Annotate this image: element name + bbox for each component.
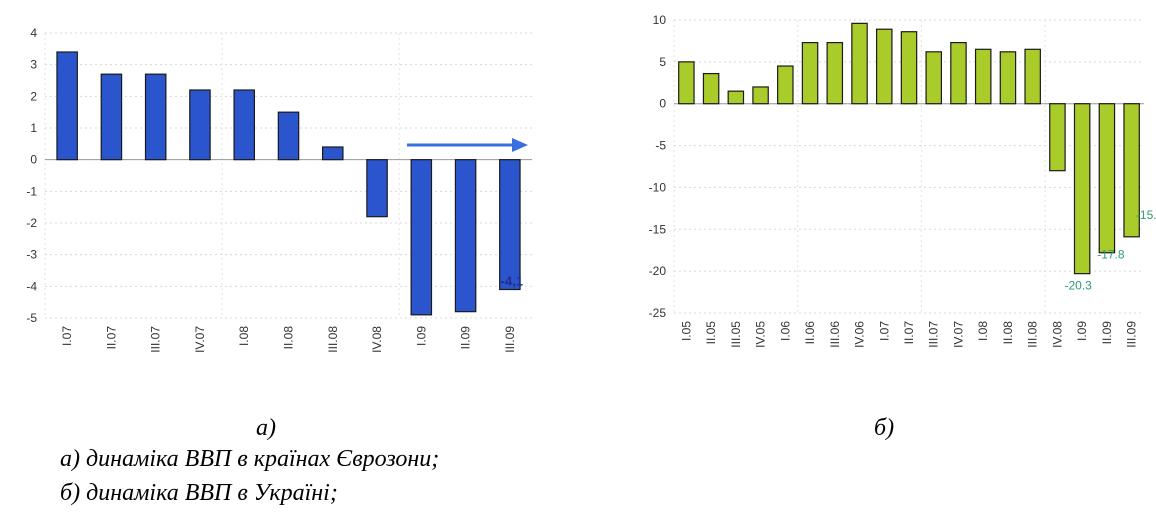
bar-I.07 <box>875 28 893 105</box>
x-tick-label: IV.08 <box>370 326 384 353</box>
chart-b-grid <box>673 19 1144 314</box>
chart-a-y-axis: 4 3 2 1 0 -1 -2 -3 -4 -5 <box>26 26 37 325</box>
bar-I.06 <box>777 65 794 105</box>
y-tick-label: 0 <box>30 153 37 167</box>
y-tick-label: -1 <box>26 184 37 198</box>
chart-b-bars <box>678 22 1140 275</box>
x-tick-label: II.05 <box>704 321 718 345</box>
y-tick-label: 10 <box>653 13 667 27</box>
bar-II.09 <box>454 159 477 313</box>
y-tick-label: -25 <box>649 306 667 320</box>
y-tick-label: 1 <box>30 121 37 135</box>
x-tick-label: III.07 <box>149 326 163 353</box>
y-tick-label: -2 <box>26 216 37 230</box>
x-tick-label: II.06 <box>803 321 817 345</box>
y-tick-label: 2 <box>30 89 37 103</box>
x-tick-label: I.07 <box>877 321 891 341</box>
trend-arrow <box>407 138 528 152</box>
bar-III.06 <box>826 42 844 105</box>
chart-a-label: а) <box>256 415 276 441</box>
bar-III.05 <box>727 90 745 105</box>
bar-I.09 <box>1073 103 1091 275</box>
x-tick-label: IV.08 <box>1050 321 1064 348</box>
y-tick-label: 0 <box>659 97 666 111</box>
bar-III.07 <box>925 51 943 105</box>
chart-a-annotations: -4,1 <box>501 274 523 289</box>
chart-a-bars <box>56 51 521 316</box>
x-tick-label: I.07 <box>60 326 74 346</box>
bar-III.08 <box>321 146 344 161</box>
x-tick-label: II.09 <box>1100 321 1114 345</box>
y-tick-label: 3 <box>30 58 37 72</box>
caption-eurozone: а) динаміка ВВП в країнах Єврозони; <box>60 446 440 472</box>
bar-IV.08 <box>366 159 388 218</box>
x-tick-label: IV.06 <box>853 321 867 348</box>
x-tick-label: III.09 <box>503 326 517 353</box>
x-tick-label: III.08 <box>326 326 340 353</box>
x-tick-label: III.07 <box>927 321 941 348</box>
bar-IV.07 <box>950 42 967 105</box>
chart-b-annotations: -20.3 -17.8 -15.9 <box>1064 208 1156 293</box>
x-tick-label: I.06 <box>778 321 792 341</box>
x-tick-label: I.08 <box>976 321 990 341</box>
x-tick-label: II.07 <box>902 321 916 345</box>
chart-eurozone-gdp: 4 3 2 1 0 -1 -2 -3 -4 -5 I.07 II.07 III.07 IV.07 I.08… <box>26 26 532 353</box>
chart-b-x-axis: I.05 II.05 III.05 IV.05 I.06 II.06 III.06 IV.06… <box>679 321 1138 348</box>
bar-II.06 <box>801 42 819 105</box>
x-tick-label: I.09 <box>414 326 428 346</box>
bar-III.07 <box>144 73 167 161</box>
x-tick-label: I.05 <box>679 321 693 341</box>
y-tick-label: -20 <box>649 264 667 278</box>
bar-IV.08 <box>1049 103 1066 172</box>
bar-III.09 <box>499 159 521 291</box>
data-label-III.09: -15.9 <box>1136 208 1156 222</box>
x-tick-label: II.09 <box>459 326 473 350</box>
bar-II.09 <box>1098 103 1116 254</box>
y-tick-label: 4 <box>30 26 37 40</box>
caption-ukraine: б) динаміка ВВП в Україні; <box>60 480 338 506</box>
y-tick-label: -15 <box>649 222 667 236</box>
x-tick-label: III.08 <box>1026 321 1040 348</box>
y-tick-label: -3 <box>26 248 37 262</box>
y-tick-label: 5 <box>659 55 666 69</box>
data-label-II.09: -17.8 <box>1097 248 1125 262</box>
chart-b-label: б) <box>874 415 895 441</box>
x-tick-label: IV.07 <box>193 326 207 353</box>
bar-IV.07 <box>189 89 211 161</box>
y-tick-label: -10 <box>649 180 667 194</box>
x-tick-label: II.07 <box>104 326 118 350</box>
bar-IV.06 <box>851 22 868 105</box>
bar-II.05 <box>702 72 720 105</box>
bar-I.08 <box>974 48 992 105</box>
bar-II.08 <box>277 111 300 161</box>
bar-IV.05 <box>752 86 769 105</box>
x-tick-label: I.09 <box>1075 321 1089 341</box>
y-tick-label: -5 <box>26 311 37 325</box>
bar-I.08 <box>233 89 256 161</box>
y-tick-label: -4 <box>26 279 37 293</box>
data-label-I.09: -20.3 <box>1064 279 1092 293</box>
y-tick-label: -5 <box>655 139 666 153</box>
chart-b-y-axis: 10 5 0 -5 -10 -15 -20 -25 <box>649 13 667 320</box>
x-tick-label: II.08 <box>1001 321 1015 345</box>
bar-III.09 <box>1123 103 1140 238</box>
chart-a-grid <box>44 32 532 319</box>
x-tick-label: IV.07 <box>951 321 965 348</box>
bar-I.07 <box>56 51 78 161</box>
x-tick-label: III.05 <box>729 321 743 348</box>
x-tick-label: I.08 <box>237 326 251 346</box>
bar-I.09 <box>410 159 433 316</box>
data-label-III.09: -4,1 <box>501 274 523 289</box>
x-tick-label: III.09 <box>1125 321 1139 348</box>
chart-a-x-axis: I.07 II.07 III.07 IV.07 I.08 II.08 III.08 IV.08… <box>60 326 517 353</box>
bar-I.05 <box>678 61 695 105</box>
x-tick-label: II.08 <box>282 326 296 350</box>
bar-III.08 <box>1024 48 1041 105</box>
bar-II.07 <box>900 31 918 105</box>
x-tick-label: III.06 <box>828 321 842 348</box>
x-tick-label: IV.05 <box>754 321 768 348</box>
bar-II.08 <box>999 51 1017 105</box>
bar-II.07 <box>100 73 123 161</box>
